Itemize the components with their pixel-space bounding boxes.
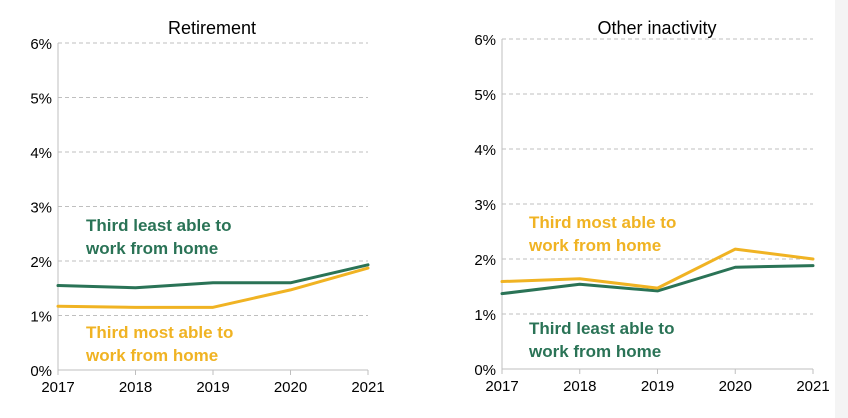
page-edge (835, 0, 848, 418)
y-tick-label: 1% (30, 309, 52, 326)
y-tick-label: 4% (30, 145, 52, 162)
y-tick-label: 4% (474, 142, 496, 159)
series-label-line: work from home (85, 346, 218, 365)
series-label-line: work from home (528, 342, 661, 361)
series-label-least: Third least able to work from home (85, 216, 231, 258)
series-label-line: Third least able to (86, 216, 231, 235)
series-line-most (500, 247, 815, 290)
y-tick-label: 2% (30, 254, 52, 271)
y-tick-label: 2% (474, 252, 496, 269)
x-tick-label: 2021 (796, 378, 829, 395)
y-tick-label: 3% (474, 197, 496, 214)
y-tick-label: 6% (474, 32, 496, 49)
y-tick-label: 6% (30, 36, 52, 53)
series-line-most (56, 266, 370, 309)
series-line-least (56, 263, 370, 290)
y-tick-label: 0% (30, 363, 52, 380)
series-label-line: work from home (528, 236, 661, 255)
series-label-most: Third most able to work from home (85, 323, 233, 365)
chart-other-inactivity: Other inactivity 0% 1% 2% 3% 4% 5% 6% 2017 2018 2… (474, 18, 829, 395)
chart-title: Other inactivity (597, 18, 716, 38)
series-label-line: Third most able to (529, 213, 676, 232)
series-line-least (500, 264, 815, 296)
series-label-least: Third least able to work from home (528, 319, 674, 361)
x-tick-label: 2020 (274, 379, 307, 396)
x-tick-label: 2020 (719, 378, 752, 395)
x-tick-label: 2017 (41, 379, 74, 396)
y-tick-label: 5% (30, 91, 52, 108)
series-label-line: Third most able to (86, 323, 233, 342)
y-tick-label: 0% (474, 362, 496, 379)
series-label-line: Third least able to (529, 319, 674, 338)
y-tick-label: 3% (30, 200, 52, 217)
x-tick-label: 2019 (196, 379, 229, 396)
x-tick-label: 2019 (641, 378, 674, 395)
x-tick-label: 2017 (485, 378, 518, 395)
y-tick-label: 1% (474, 307, 496, 324)
x-tick-label: 2018 (563, 378, 596, 395)
x-tick-label: 2018 (119, 379, 152, 396)
chart-retirement: Retirement 0% 1% 2% 3% 4% 5% 6% 2017 2018 2019 202… (30, 18, 384, 396)
y-tick-label: 5% (474, 87, 496, 104)
chart-title: Retirement (168, 18, 256, 38)
series-label-most: Third most able to work from home (528, 213, 676, 255)
x-tick-label: 2021 (351, 379, 384, 396)
series-label-line: work from home (85, 239, 218, 258)
